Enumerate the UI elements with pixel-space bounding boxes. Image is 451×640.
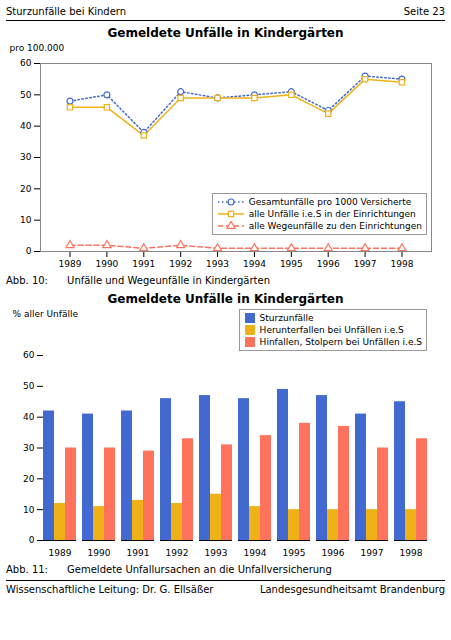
svg-text:1991: 1991 [132,259,155,269]
html-text:Landesgesundheitsamt Brandenbu: Landesgesundheitsamt Brandenburg [259,584,445,595]
html-text:Sturzunfälle: Sturzunfälle [259,313,314,323]
svg-text:20: 20 [20,184,32,194]
svg-text:50: 50 [20,90,32,100]
svg-text:30: 30 [23,443,35,453]
html-text:Abb. 11: Gemeldete Unfallursac: Abb. 11: Gemeldete Unfallursachen an die… [6,564,332,575]
svg-text:30: 30 [20,152,32,162]
svg-text:10: 10 [23,505,35,515]
svg-text:60: 60 [20,58,32,68]
html-text:Wissenschaftliche Leitung: Dr.: Wissenschaftliche Leitung: Dr. G. Ellsäß… [6,584,214,595]
svg-text:1994: 1994 [244,548,267,558]
svg-text:1993: 1993 [206,259,229,269]
svg-text:1996: 1996 [317,259,340,269]
svg-text:20: 20 [23,474,35,484]
svg-text:1990: 1990 [88,548,111,558]
html-text:alle Wegeunfälle zu den Einric: alle Wegeunfälle zu den Einrichtungen [248,221,422,231]
svg-text:50: 50 [23,381,35,391]
svg-text:40: 40 [23,412,35,422]
html-text:Herunterfallen bei Unfällen i.: Herunterfallen bei Unfällen i.e.S [259,325,404,335]
svg-text:1992: 1992 [166,548,189,558]
svg-text:1996: 1996 [322,548,345,558]
svg-text:1989: 1989 [49,548,72,558]
svg-text:1998: 1998 [400,548,423,558]
svg-text:1997: 1997 [361,548,384,558]
svg-text:0: 0 [26,246,32,256]
html-text:Abb. 10: Unfälle und Wegeunfäl: Abb. 10: Unfälle und Wegeunfälle in Kind… [6,275,270,286]
svg-text:pro 100.000: pro 100.000 [10,43,65,53]
svg-text:1993: 1993 [205,548,228,558]
svg-text:1995: 1995 [283,548,306,558]
svg-text:1997: 1997 [354,259,377,269]
svg-text:1990: 1990 [95,259,118,269]
svg-text:60: 60 [23,350,35,360]
html-text:Seite 23: Seite 23 [403,6,445,17]
svg-text:1991: 1991 [127,548,150,558]
html-text:Gesamtunfälle pro 1000 Versich: Gesamtunfälle pro 1000 Versicherte [248,197,412,207]
svg-text:1989: 1989 [59,259,82,269]
svg-text:1995: 1995 [280,259,303,269]
html-text:alle Unfälle i.e.S in der Einr: alle Unfälle i.e.S in der Einrichtungen [248,209,416,219]
html-text:Hinfallen, Stolpern bei Unfäll: Hinfallen, Stolpern bei Unfällen i.e.S [259,337,422,347]
svg-text:10: 10 [20,215,32,225]
svg-text:% aller Unfälle: % aller Unfälle [13,309,79,319]
html-text:Gemeldete Unfälle in Kindergär: Gemeldete Unfälle in Kindergärten [107,26,344,40]
svg-text:40: 40 [20,121,32,131]
svg-text:0: 0 [29,535,35,545]
svg-text:1994: 1994 [243,259,266,269]
html-text:Sturzunfälle bei Kindern: Sturzunfälle bei Kindern [6,6,127,17]
svg-text:1998: 1998 [391,259,414,269]
svg-text:1992: 1992 [169,259,192,269]
html-text:Gemeldete Unfälle in Kindergär: Gemeldete Unfälle in Kindergärten [107,292,344,306]
